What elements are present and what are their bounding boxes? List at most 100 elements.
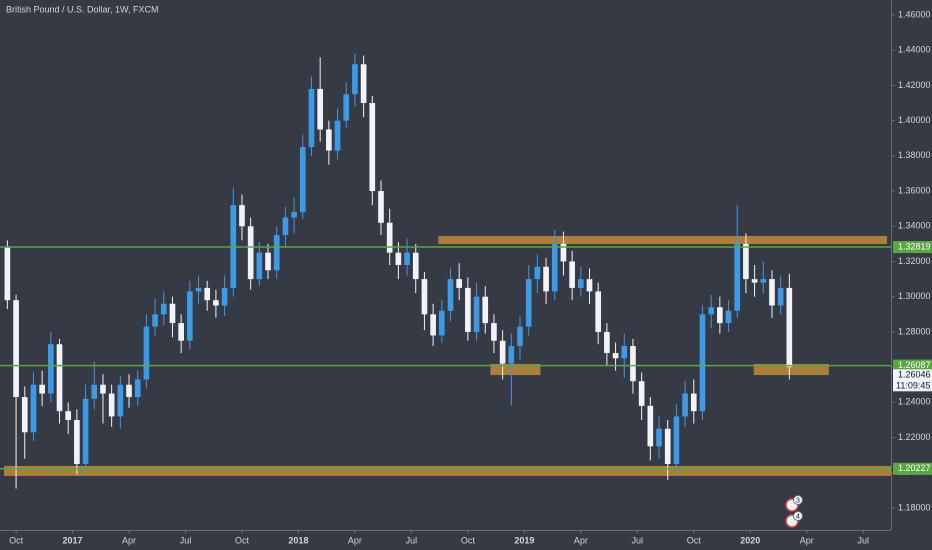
candle-body bbox=[395, 252, 402, 265]
candle-body bbox=[595, 291, 602, 332]
candle-body bbox=[777, 287, 784, 306]
candle-body bbox=[178, 323, 184, 341]
candle-body bbox=[282, 217, 289, 236]
candle-body bbox=[751, 279, 758, 283]
zone bbox=[438, 235, 888, 245]
y-tick-label: 1.28000 bbox=[898, 326, 931, 336]
candle-body bbox=[100, 384, 106, 394]
candle-body bbox=[638, 381, 645, 406]
chart-title: British Pound / U.S. Dollar, 1W, FXCM bbox=[6, 4, 159, 14]
y-tick-label: 1.18000 bbox=[898, 502, 931, 512]
candle-body bbox=[265, 252, 271, 271]
y-tick-label: 1.42000 bbox=[898, 80, 931, 90]
candle-body bbox=[717, 307, 723, 324]
plot bbox=[0, 53, 892, 489]
candle-body bbox=[664, 428, 671, 464]
candle-body bbox=[725, 310, 732, 324]
candle-body bbox=[4, 247, 11, 301]
candle-body bbox=[334, 120, 341, 151]
y-tick-label: 1.36000 bbox=[898, 185, 931, 195]
y-tick-label: 1.38000 bbox=[898, 150, 931, 160]
x-tick-label: Jul bbox=[406, 535, 418, 545]
candle-body bbox=[13, 300, 19, 398]
candle-body bbox=[386, 222, 393, 253]
candle-body bbox=[108, 393, 115, 417]
candle-body bbox=[586, 279, 593, 292]
last-price-box bbox=[893, 369, 932, 392]
candle-body bbox=[169, 303, 176, 324]
candle-body bbox=[117, 384, 124, 417]
candle-body bbox=[343, 94, 350, 121]
candle-body bbox=[699, 314, 706, 412]
y-tick-label: 1.24000 bbox=[898, 397, 931, 407]
candle-body bbox=[421, 279, 428, 315]
candle-body bbox=[786, 287, 793, 368]
candle-body bbox=[543, 266, 549, 292]
candle-body bbox=[499, 340, 506, 364]
candle-body bbox=[604, 331, 610, 354]
candle-body bbox=[352, 64, 358, 95]
candle-body bbox=[308, 88, 315, 148]
candle-body bbox=[517, 326, 523, 346]
event-badge bbox=[793, 511, 803, 521]
x-tick-label: Oct bbox=[9, 535, 24, 545]
x-tick-label: Apr bbox=[800, 535, 814, 545]
candle-body bbox=[708, 307, 714, 315]
candle-body bbox=[39, 384, 45, 394]
candle-body bbox=[247, 226, 254, 280]
candle-body bbox=[239, 205, 245, 227]
candle-body bbox=[82, 398, 89, 464]
candle-body bbox=[134, 379, 141, 398]
level-label: 1.26087 bbox=[898, 360, 931, 370]
candle-body bbox=[508, 345, 515, 364]
candle-body bbox=[404, 252, 410, 265]
candle-body bbox=[152, 314, 158, 327]
x-tick-label: 2020 bbox=[740, 535, 760, 545]
level-label: 1.32819 bbox=[898, 241, 931, 251]
candle-body bbox=[291, 212, 297, 218]
zone bbox=[490, 363, 541, 376]
candle-body bbox=[317, 88, 323, 130]
zone bbox=[3, 465, 892, 476]
candle-body bbox=[743, 243, 749, 280]
candle-body bbox=[48, 344, 54, 394]
candle-body bbox=[412, 252, 419, 280]
candle-body bbox=[760, 279, 767, 283]
candle-body bbox=[438, 310, 445, 336]
candle-body bbox=[630, 345, 636, 382]
candle-body bbox=[465, 287, 471, 332]
x-tick-label: Apr bbox=[574, 535, 588, 545]
candle-body bbox=[56, 344, 63, 412]
level-label-box bbox=[893, 359, 932, 372]
candle-body bbox=[673, 416, 680, 464]
candle-body bbox=[525, 279, 532, 327]
level-label: 1.20227 bbox=[898, 463, 931, 473]
candle-body bbox=[456, 279, 463, 288]
candle-body bbox=[204, 287, 211, 301]
candle-body bbox=[560, 243, 567, 262]
candle-body bbox=[656, 428, 662, 447]
candle-body bbox=[126, 384, 132, 398]
y-tick-label: 1.34000 bbox=[898, 221, 931, 231]
candle-body bbox=[273, 235, 280, 271]
x-tick-label: Oct bbox=[687, 535, 702, 545]
candle-body bbox=[647, 405, 654, 447]
y-tick-label: 1.40000 bbox=[898, 115, 931, 125]
x-tick-label: Jul bbox=[180, 535, 192, 545]
event-count: 4 bbox=[796, 513, 800, 520]
candle-body bbox=[160, 303, 167, 315]
candle-body bbox=[473, 296, 480, 332]
candle-body bbox=[682, 393, 688, 417]
candle-body bbox=[621, 345, 628, 359]
x-tick-label: Apr bbox=[122, 535, 136, 545]
y-tick-label: 1.32000 bbox=[898, 256, 931, 266]
event-count: 3 bbox=[796, 497, 800, 504]
countdown-label: 11:09:45 bbox=[896, 381, 930, 391]
candle-body bbox=[30, 384, 37, 433]
candle-body bbox=[482, 296, 489, 324]
candle-body bbox=[378, 191, 384, 223]
level-label-box bbox=[893, 462, 932, 475]
candle-body bbox=[551, 243, 558, 292]
